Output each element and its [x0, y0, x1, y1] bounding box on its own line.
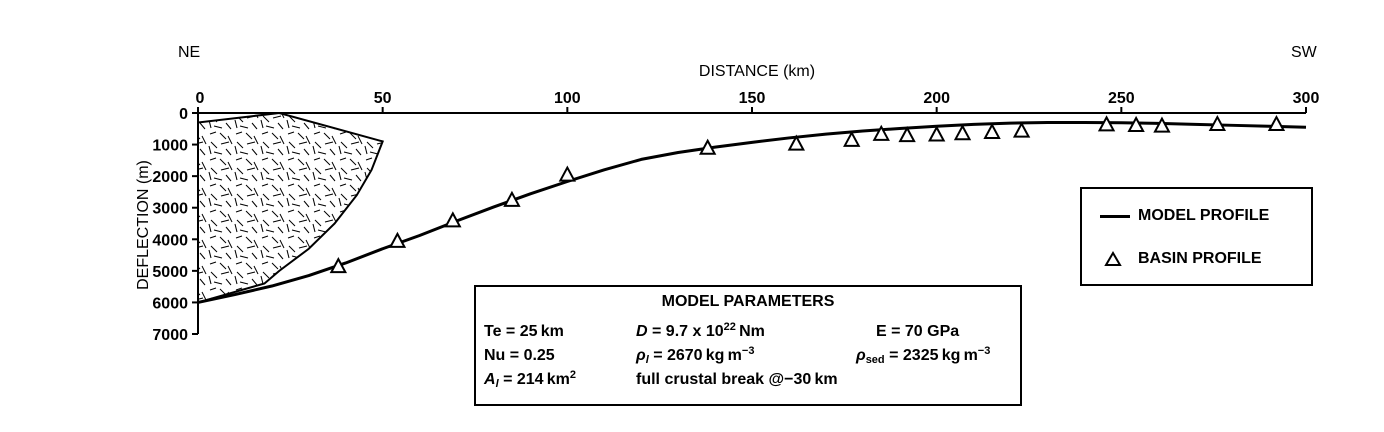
- param-a-value: = 214 km: [498, 371, 570, 388]
- legend-label-model-profile: MODEL PROFILE: [1138, 207, 1270, 224]
- basin-point-0: [329, 257, 348, 274]
- x-tick-label-50: 50: [374, 90, 392, 107]
- param-a-l: Al = 214 km2: [484, 369, 577, 390]
- direction-label-ne: NE: [178, 44, 200, 61]
- basin-point-8: [872, 124, 890, 141]
- x-tick-label-250: 250: [1108, 90, 1135, 107]
- load-layer: [197, 111, 385, 304]
- param-rho-sed-symbol: ρ: [856, 347, 866, 364]
- model-parameters-box: MODEL PARAMETERS Te = 25 km D = 9.7 x 10…: [474, 285, 1022, 406]
- x-tick-label-150: 150: [739, 90, 766, 107]
- param-a-exponent: 2: [569, 369, 577, 381]
- param-d-unit: Nm: [735, 323, 765, 340]
- basin-point-15: [1127, 115, 1145, 132]
- basin-point-3: [503, 190, 521, 207]
- param-rho-sed-value: = 2325 kg m: [884, 347, 978, 364]
- param-d-value: = 9.7 x 10: [647, 323, 724, 340]
- param-rho-l: ρl = 2670 kg m−3: [636, 345, 755, 366]
- basin-point-13: [1012, 121, 1031, 138]
- y-tick-label-4000: 4000: [152, 232, 188, 249]
- param-te: Te = 25 km: [484, 323, 564, 340]
- legend-item-basin-profile: BASIN PROFILE: [1082, 247, 1311, 271]
- param-nu: Nu = 0.25: [484, 347, 555, 364]
- param-crustal-break: full crustal break @−30 km: [636, 371, 838, 388]
- basin-point-7: [843, 130, 861, 147]
- param-rho-l-subscript: l: [645, 354, 649, 366]
- y-tick-label-7000: 7000: [152, 327, 188, 344]
- param-rho-sed-subscript: sed: [865, 354, 885, 366]
- model-profile-line: [197, 120, 1307, 304]
- basin-point-16: [1153, 116, 1171, 133]
- direction-label-sw: SW: [1291, 44, 1318, 61]
- param-d-symbol: D: [636, 323, 648, 340]
- label-layer: NE SW DISTANCE (km) DEFLECTION (m): [135, 44, 1318, 290]
- param-d: D = 9.7 x 1022 Nm: [636, 321, 765, 341]
- basin-point-10: [927, 125, 946, 142]
- param-e: E = 70 GPa: [876, 323, 960, 340]
- line-symbol-icon: [1100, 215, 1130, 218]
- param-rho-l-exponent: −3: [741, 345, 755, 357]
- basin-point-11: [953, 124, 972, 141]
- y-tick-label-0: 0: [179, 106, 188, 123]
- basin-point-1: [388, 231, 407, 248]
- param-rho-l-symbol: ρ: [636, 347, 646, 364]
- x-tick-label-0: 0: [196, 90, 205, 107]
- basin-point-2: [444, 211, 462, 228]
- x-axis-label: DISTANCE (km): [699, 63, 815, 80]
- x-tick-label-100: 100: [554, 90, 581, 107]
- param-a-subscript: l: [495, 378, 499, 390]
- y-axis-label: DEFLECTION (m): [135, 160, 152, 290]
- param-d-exponent: 22: [723, 321, 736, 333]
- basin-point-18: [1267, 114, 1286, 132]
- chart-legend: MODEL PROFILE BASIN PROFILE: [1080, 187, 1313, 286]
- basin-point-17: [1208, 114, 1227, 132]
- triangle-marker-icon: [1104, 251, 1122, 266]
- legend-item-model-profile: MODEL PROFILE: [1082, 204, 1311, 228]
- series-layer: [197, 114, 1307, 304]
- parameters-title: MODEL PARAMETERS: [661, 293, 835, 310]
- y-tick-label-6000: 6000: [152, 295, 188, 312]
- load-wedge: [197, 111, 385, 304]
- basin-point-6: [787, 134, 805, 151]
- axes-layer: 0 50 100 150 200 250 3000100020003000400050006…: [152, 90, 1319, 344]
- legend-label-basin-profile: BASIN PROFILE: [1138, 250, 1262, 267]
- basin-point-12: [983, 122, 1001, 139]
- y-tick-label-5000: 5000: [152, 264, 188, 281]
- x-tick-label-200: 200: [923, 90, 950, 107]
- param-rho-l-value: = 2670 kg m: [648, 347, 742, 364]
- x-tick-label-300: 300: [1293, 90, 1320, 107]
- param-a-symbol: A: [484, 371, 496, 388]
- basin-point-14: [1097, 115, 1116, 132]
- basin-point-4: [558, 165, 577, 182]
- y-tick-label-2000: 2000: [152, 169, 188, 186]
- basin-point-9: [898, 125, 916, 143]
- y-tick-label-1000: 1000: [152, 138, 188, 155]
- basin-point-5: [699, 138, 717, 155]
- param-rho-sed-exponent: −3: [977, 345, 991, 357]
- y-tick-label-3000: 3000: [152, 201, 188, 218]
- param-rho-sed: ρsed = 2325 kg m−3: [856, 345, 991, 366]
